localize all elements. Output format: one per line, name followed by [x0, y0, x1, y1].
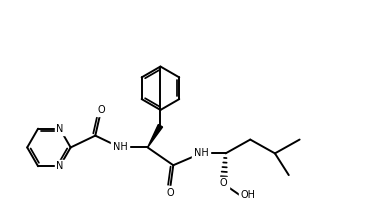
Text: NH: NH — [194, 148, 208, 158]
Text: O: O — [97, 105, 105, 115]
Text: N: N — [56, 124, 63, 134]
Text: N: N — [56, 161, 63, 171]
Text: O: O — [166, 188, 174, 198]
Text: NH: NH — [112, 142, 127, 153]
Text: OH: OH — [241, 190, 256, 200]
Text: O: O — [220, 178, 228, 188]
Polygon shape — [147, 124, 163, 147]
